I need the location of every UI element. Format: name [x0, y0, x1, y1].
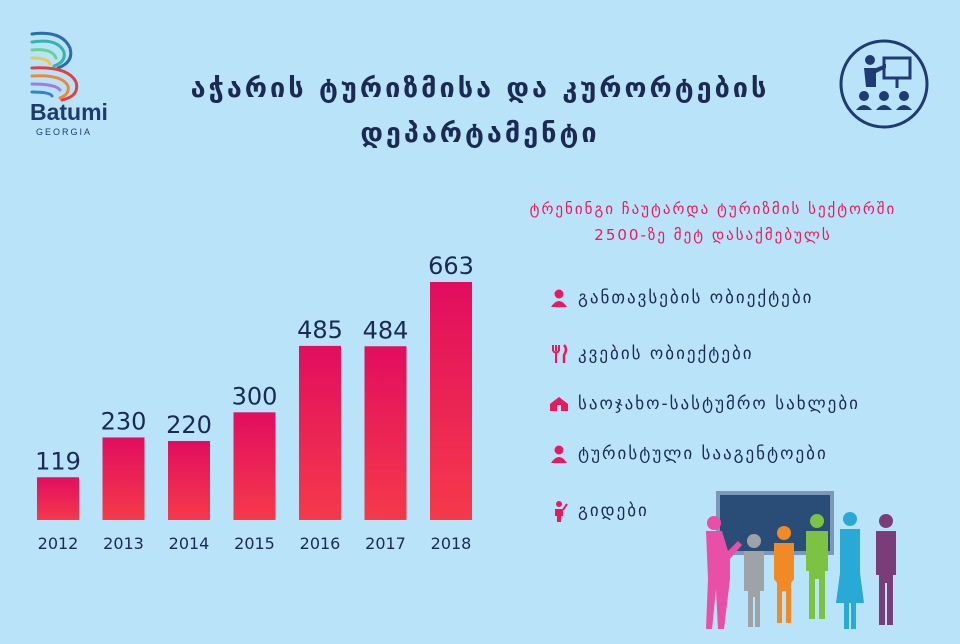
x-tick-label: 2013	[103, 534, 144, 553]
title-line-2: დეპარტამენტი	[360, 118, 600, 149]
bar-value-label: 484	[363, 316, 409, 344]
list-item-label: გიდები	[578, 501, 649, 521]
bar-2017	[364, 346, 407, 520]
x-tick-label: 2015	[234, 534, 275, 553]
list-item-guides: გიდები	[548, 498, 649, 524]
page-title: აჭარის ტურიზმისა და კურორტების დეპარტამე…	[140, 66, 820, 156]
title-line-1: აჭარის ტურიზმისა და კურორტების	[190, 73, 770, 104]
x-tick-label: 2016	[300, 534, 341, 553]
subtitle-line-2: 2500-ზე მეტ დასაქმებულს	[594, 226, 832, 244]
bar-2018	[430, 282, 472, 520]
x-tick-label: 2014	[169, 534, 210, 553]
list-item-label: განთავსების ობიექტები	[578, 288, 814, 308]
bar-2014	[168, 441, 210, 520]
bar-2012	[37, 477, 79, 520]
batumi-logo	[30, 31, 79, 102]
bar-chart: 119 2012 230 2013 220 2014 300 2015 485 2016 484 20…	[35, 252, 474, 553]
person-icon	[551, 289, 567, 307]
fork-knife-icon	[552, 344, 568, 363]
house-icon	[550, 397, 568, 411]
bar-2016	[299, 345, 341, 520]
bar-value-label: 300	[232, 382, 278, 410]
list-item-label: საოჯახო-სასტუმრო სახლები	[578, 394, 860, 414]
brand-name: Batumi	[30, 99, 108, 125]
subtitle-line-1: ტრენინგი ჩაუტარდა ტურიზმის სექტორში	[529, 200, 897, 218]
bar-2015	[233, 412, 276, 520]
chart-subtitle: ტრენინგი ჩაუტარდა ტურიზმის სექტორში 2500…	[470, 196, 956, 248]
brand-country: GEORGIA	[36, 127, 93, 137]
x-tick-label: 2012	[38, 534, 79, 553]
list-item-travel-agencies: ტურისტული სააგენტოები	[548, 441, 828, 467]
list-item-label: კვების ობიექტები	[578, 344, 754, 364]
bar-value-label: 220	[166, 411, 212, 439]
list-item-catering: კვების ობიექტები	[548, 341, 754, 367]
person-icon	[551, 445, 567, 463]
list-item-label: ტურისტული სააგენტოები	[578, 444, 828, 464]
list-item-guesthouses: საოჯახო-სასტუმრო სახლები	[548, 391, 860, 417]
x-tick-label: 2017	[365, 534, 406, 553]
presenter-icon	[839, 39, 929, 129]
bar-value-label: 663	[428, 252, 474, 280]
bar-2013	[102, 437, 145, 520]
people-at-board-icon	[706, 491, 896, 629]
bar-value-label: 485	[297, 316, 343, 344]
x-tick-label: 2018	[431, 534, 472, 553]
bar-value-label: 230	[101, 407, 147, 435]
guide-icon	[555, 501, 568, 522]
bar-value-label: 119	[35, 447, 81, 475]
list-item-accommodation: განთავსების ობიექტები	[548, 285, 813, 311]
